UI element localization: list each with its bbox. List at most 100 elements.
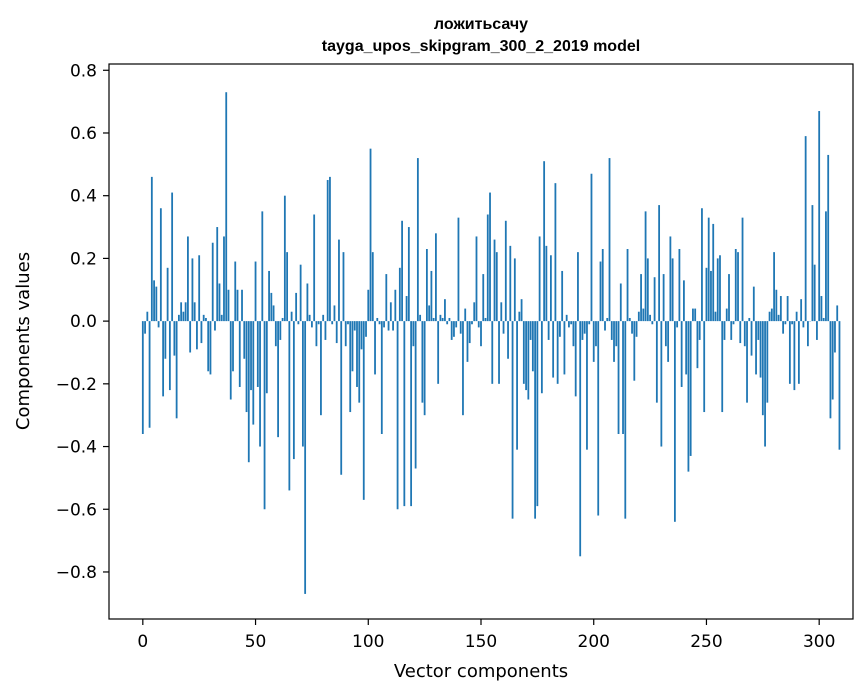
x-tick-label: 250 (690, 632, 722, 652)
bar (678, 249, 681, 322)
bar (317, 321, 320, 325)
bar (732, 321, 735, 325)
bar (274, 321, 277, 347)
bar (493, 239, 496, 322)
bar (651, 321, 654, 325)
bar (816, 321, 818, 340)
bar (525, 321, 527, 391)
bar (416, 158, 419, 322)
bar (371, 252, 374, 322)
bar (802, 321, 805, 328)
bar (374, 321, 376, 375)
bar (205, 317, 207, 322)
bar (687, 321, 690, 472)
bar (459, 321, 462, 334)
bar (786, 296, 789, 322)
bar (432, 317, 435, 322)
bar (777, 314, 780, 322)
bar (628, 317, 631, 322)
bar (531, 321, 534, 372)
x-tick-label: 150 (465, 632, 497, 652)
bar (164, 321, 167, 359)
x-tick-label: 200 (578, 632, 610, 652)
bar (689, 321, 692, 456)
bar (728, 274, 730, 322)
bar (428, 305, 431, 322)
bar (283, 195, 286, 322)
bar (838, 321, 841, 450)
bar (619, 283, 622, 322)
bar (256, 321, 259, 387)
bar (180, 302, 183, 322)
bar (658, 205, 661, 322)
y-axis-label: Components values (13, 252, 34, 430)
bar (252, 321, 255, 425)
bar (782, 321, 785, 334)
bar (394, 289, 397, 322)
bar (791, 321, 794, 325)
bar (471, 321, 473, 325)
bar (759, 321, 762, 378)
bar (290, 311, 293, 322)
bar (793, 321, 796, 391)
bar (146, 311, 149, 322)
bar (725, 308, 728, 322)
bar (764, 321, 766, 447)
bar (295, 292, 298, 322)
bar (349, 321, 352, 413)
plot-frame (108, 63, 854, 620)
bar (811, 205, 814, 322)
bar (633, 321, 636, 381)
bar (673, 321, 676, 522)
bar (615, 321, 618, 347)
bar (827, 154, 830, 322)
bar (270, 292, 273, 322)
bar (439, 314, 442, 322)
bar (590, 173, 593, 322)
bar (649, 314, 651, 322)
bar (692, 308, 694, 322)
bar (209, 321, 212, 375)
bar (155, 286, 158, 322)
bar (834, 321, 836, 353)
bar (254, 261, 257, 322)
bar (556, 321, 559, 384)
bar (403, 321, 406, 507)
bar (586, 321, 588, 450)
bar (196, 321, 198, 350)
bar (757, 321, 760, 340)
bar (441, 317, 444, 322)
bar (581, 321, 584, 340)
bar (820, 296, 823, 322)
bar (277, 321, 279, 438)
bar (308, 314, 311, 322)
bar (340, 321, 343, 475)
bar (509, 245, 512, 322)
bar (193, 302, 196, 322)
bar (315, 321, 318, 347)
bar (326, 180, 329, 322)
bar (468, 321, 471, 344)
bar (162, 321, 165, 397)
bar (462, 321, 464, 416)
bar (223, 236, 225, 322)
bar (380, 321, 383, 434)
bar (202, 314, 205, 322)
bar (250, 321, 252, 391)
bar (362, 321, 365, 500)
x-axis-label: Vector components (394, 661, 568, 682)
bar (421, 321, 424, 403)
bar (683, 280, 685, 322)
bar (610, 321, 613, 340)
bar (430, 270, 433, 322)
x-tick-label: 100 (352, 632, 384, 652)
bar (241, 289, 243, 322)
bar (822, 317, 825, 322)
bar (437, 321, 440, 384)
bar (750, 321, 753, 356)
bar (446, 321, 449, 325)
y-tick-label: 0.2 (70, 249, 97, 269)
bar (247, 321, 250, 463)
bar (613, 321, 615, 362)
bar (773, 252, 775, 322)
